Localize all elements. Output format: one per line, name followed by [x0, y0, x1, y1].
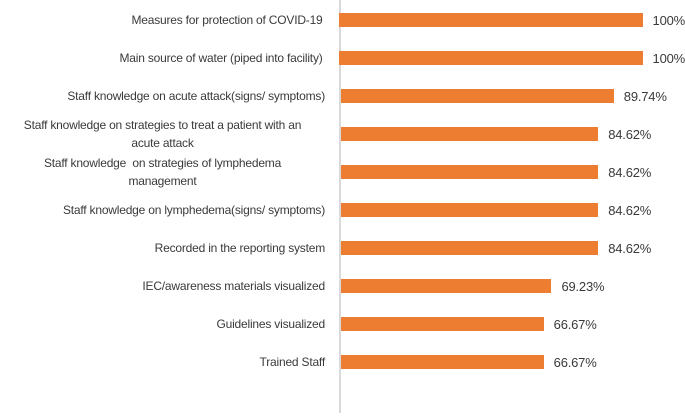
value-label: 66.67%	[553, 354, 597, 370]
category-label: Staff knowledge on lymphedema(signs/ sym…	[62, 203, 325, 217]
category-label: Staff knowledge on strategies of lymphed…	[43, 156, 282, 188]
bar	[341, 89, 614, 103]
category-label: Recorded in the reporting system	[154, 241, 326, 255]
bar	[341, 203, 599, 217]
chart-row: Measures for protection of COVID-19 100%	[0, 1, 685, 39]
value-label: 100%	[652, 50, 685, 66]
value-label: 66.67%	[553, 316, 597, 332]
chart-row: Main source of water (piped into facilit…	[0, 39, 685, 77]
category-label: Measures for protection of COVID-19	[131, 13, 323, 27]
chart-row: Staff knowledge on strategies of lymphed…	[0, 153, 685, 191]
bar	[341, 241, 599, 255]
plot-area: 100%	[330, 39, 685, 77]
bar	[341, 165, 599, 179]
chart-row: Staff knowledge on acute attack(signs/ s…	[0, 77, 685, 115]
value-label: 100%	[652, 12, 685, 28]
chart-row: Staff knowledge on strategies to treat a…	[0, 115, 685, 153]
bar	[338, 13, 643, 27]
bar	[341, 355, 544, 369]
category-label: Main source of water (piped into facilit…	[119, 51, 323, 65]
category-label: Staff knowledge on acute attack(signs/ s…	[67, 89, 325, 103]
category-label: Guidelines visualized	[216, 317, 325, 331]
plot-area: 84.62%	[332, 153, 685, 191]
category-label: IEC/awareness materials visualized	[142, 279, 325, 293]
plot-area: 89.74%	[332, 77, 685, 115]
bar	[341, 317, 544, 331]
category-label: Staff knowledge on strategies to treat a…	[23, 118, 302, 150]
chart-row: IEC/awareness materials visualized 69.23…	[0, 267, 685, 305]
chart-row: Staff knowledge on lymphedema(signs/ sym…	[0, 191, 685, 229]
category-axis-line	[339, 0, 341, 413]
plot-area: 84.62%	[332, 115, 685, 153]
category-label: Trained Staff	[259, 355, 326, 369]
value-label: 89.74%	[623, 88, 667, 104]
chart-row: Recorded in the reporting system 84.62%	[0, 229, 685, 267]
value-label: 84.62%	[608, 202, 652, 218]
plot-area: 100%	[330, 1, 685, 39]
plot-area: 66.67%	[332, 305, 685, 343]
plot-area: 66.67%	[332, 343, 685, 381]
bar	[341, 279, 552, 293]
value-label: 84.62%	[608, 240, 652, 256]
chart-row: Guidelines visualized 66.67%	[0, 305, 685, 343]
chart-rows: Measures for protection of COVID-19 100%…	[0, 1, 685, 381]
plot-area: 84.62%	[332, 229, 685, 267]
bar	[338, 51, 643, 65]
value-label: 69.23%	[561, 278, 605, 294]
plot-area: 69.23%	[332, 267, 685, 305]
chart-row: Trained Staff 66.67%	[0, 343, 685, 381]
value-label: 84.62%	[608, 164, 652, 180]
plot-area: 84.62%	[332, 191, 685, 229]
value-label: 84.62%	[608, 126, 652, 142]
bar	[341, 127, 599, 141]
